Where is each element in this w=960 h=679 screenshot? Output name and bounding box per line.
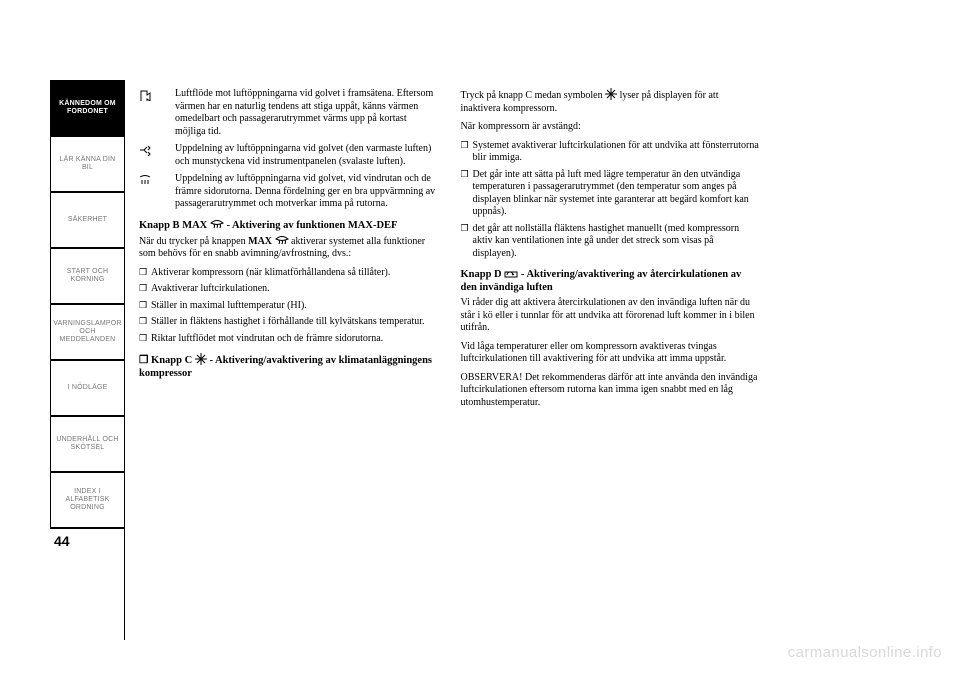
bullet-text: Ställer in fläktens hastighet i förhålla… [151, 316, 439, 329]
bullet-text: Systemet avaktiverar luftcirkulationen f… [473, 140, 761, 165]
airflow-mode-text: Uppdelning av luftöppningarna vid golvet… [175, 143, 439, 168]
snowflake-icon [195, 353, 207, 365]
page-number: 44 [54, 533, 70, 549]
recirc-p1: Vi råder dig att aktivera återcirkulatio… [461, 297, 761, 335]
defrost-icon [210, 219, 224, 230]
heading-text: - Aktivering av funktionen MAX-DEF [224, 220, 398, 231]
bullet-item: ❒det går att nollställa fläktens hastigh… [461, 223, 761, 261]
compressor-p2: När kompressorn är avstängd: [461, 121, 761, 134]
bullet-mark: ❒ [139, 333, 151, 346]
heading-knapp-d-recirc: Knapp D - Aktivering/avaktivering av åte… [461, 268, 761, 294]
page-number-box: 44 [50, 528, 124, 552]
tab-varningslampor[interactable]: VARNINGSLAMPOROCHMEDDELANDEN [50, 304, 124, 360]
bullet-mark: ❒ [139, 267, 151, 280]
snowflake-icon [605, 88, 617, 100]
section-tabs-sidebar: KÄNNEDOM OMFORDONET LÄR KÄNNA DINBIL SÄK… [50, 80, 124, 640]
bullet-mark: ❒ [461, 169, 473, 219]
tab-kannedom-om-fordonet[interactable]: KÄNNEDOM OMFORDONET [50, 80, 124, 136]
bullet-item: ❒Ställer in maximal lufttemperatur (HI). [139, 300, 439, 313]
bullet-text: Aktiverar kompressorn (när klimatförhåll… [151, 267, 439, 280]
watermark-text: carmanualsonline.info [788, 644, 942, 661]
bullet-text: Ställer in maximal lufttemperatur (HI). [151, 300, 439, 313]
bullet-item: ❒Avaktiverar luftcirkulationen. [139, 283, 439, 296]
heading-text: Knapp B MAX [139, 220, 210, 231]
defrost-icon [275, 235, 289, 246]
tab-lar-kanna-din-bil[interactable]: LÄR KÄNNA DINBIL [50, 136, 124, 192]
floor-windshield-icon [139, 173, 175, 211]
bullet-mark: ❒ [139, 316, 151, 329]
floor-vent-icon [139, 88, 175, 138]
text: Tryck på knapp C medan symbolen [461, 90, 606, 101]
bullet-text: det går att nollställa fläktens hastighe… [473, 223, 761, 261]
tab-i-nodlage[interactable]: I NÖDLÄGE [50, 360, 124, 416]
tab-label: VARNINGSLAMPOROCHMEDDELANDEN [53, 320, 121, 344]
heading-knapp-b-max-def: Knapp B MAX - Aktivering av funktionen M… [139, 219, 439, 232]
max-def-intro: När du trycker på knappen MAX aktiverar … [139, 235, 439, 261]
tab-start-och-korning[interactable]: START OCHKÖRNING [50, 248, 124, 304]
bullet-item: ❒Riktar luftflödet mot vindrutan och de … [139, 333, 439, 346]
airflow-mode-text: Uppdelning av luftöppningarna vid golvet… [175, 173, 439, 211]
heading-text: Knapp C [151, 355, 195, 366]
bullet-mark: ❒ [139, 283, 151, 296]
airflow-mode-text: Luftflöde mot luftöppningarna vid golvet… [175, 88, 439, 138]
bullet-mark: ❒ [461, 223, 473, 261]
bullet-mark: ❒ [461, 140, 473, 165]
tab-label: INDEX IALFABETISKORDNING [65, 488, 109, 512]
airflow-mode-floor: Luftflöde mot luftöppningarna vid golvet… [139, 88, 439, 138]
bullet-text: Det går inte att sätta på luft med lägre… [473, 169, 761, 219]
airflow-mode-floor-windshield: Uppdelning av luftöppningarna vid golvet… [139, 173, 439, 211]
heading-knapp-c-compressor: ❒ Knapp C - Aktivering/avaktivering av k… [139, 353, 439, 380]
tab-label: START OCHKÖRNING [67, 268, 108, 284]
tab-label: I NÖDLÄGE [68, 384, 108, 392]
tab-label: UNDERHÅLL OCHSKÖTSEL [56, 436, 118, 452]
bullet-item: ❒Ställer in fläktens hastighet i förhåll… [139, 316, 439, 329]
manual-page: KÄNNEDOM OMFORDONET LÄR KÄNNA DINBIL SÄK… [50, 80, 770, 640]
bullet-mark: ❒ [139, 355, 151, 366]
recirculation-icon [504, 269, 518, 279]
page-content: Luftflöde mot luftöppningarna vid golvet… [124, 80, 770, 640]
bullet-item: ❒Aktiverar kompressorn (när klimatförhål… [139, 267, 439, 280]
text-bold: MAX [248, 236, 274, 247]
bullet-text: Avaktiverar luftcirkulationen. [151, 283, 439, 296]
floor-dash-split-icon [139, 143, 175, 168]
tab-label: KÄNNEDOM OMFORDONET [59, 100, 116, 116]
bullet-item: ❒Det går inte att sätta på luft med lägr… [461, 169, 761, 219]
bullet-text: Riktar luftflödet mot vindrutan och de f… [151, 333, 439, 346]
heading-text: Knapp D [461, 269, 505, 280]
recirc-p3-observera: OBSERVERA! Det rekommenderas därför att … [461, 372, 761, 410]
recirc-p2: Vid låga temperaturer eller om kompresso… [461, 341, 761, 366]
tab-index-alfabetisk[interactable]: INDEX IALFABETISKORDNING [50, 472, 124, 528]
bullet-item: ❒Systemet avaktiverar luftcirkulationen … [461, 140, 761, 165]
tab-sakerhet[interactable]: SÄKERHET [50, 192, 124, 248]
tab-underhall-och-skotsel[interactable]: UNDERHÅLL OCHSKÖTSEL [50, 416, 124, 472]
compressor-p1: Tryck på knapp C medan symbolen lyser på… [461, 88, 761, 115]
tab-label: SÄKERHET [68, 216, 107, 224]
airflow-mode-floor-dash: Uppdelning av luftöppningarna vid golvet… [139, 143, 439, 168]
bullet-mark: ❒ [139, 300, 151, 313]
tab-label: LÄR KÄNNA DINBIL [60, 156, 116, 172]
text: När du trycker på knappen [139, 236, 248, 247]
